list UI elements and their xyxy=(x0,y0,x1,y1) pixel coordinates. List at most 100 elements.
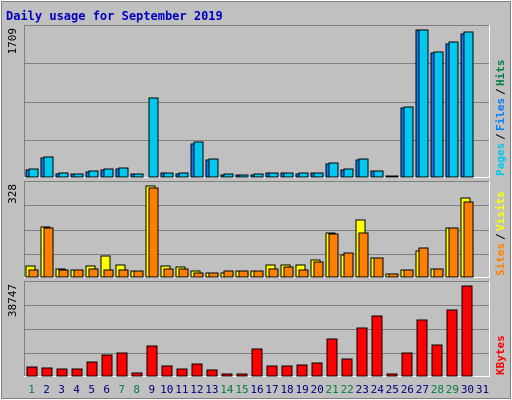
bar-kbytes-day-24 xyxy=(371,315,383,377)
x-tick-label: 12 xyxy=(190,383,203,396)
x-tick-label: 24 xyxy=(371,383,385,396)
legend-label-sites: Sites xyxy=(494,243,507,276)
legend-label-files: Files xyxy=(494,98,507,131)
bar-sites-day-30 xyxy=(463,201,474,278)
bar-kbytes-day-2 xyxy=(41,367,53,377)
bar-files-day-5 xyxy=(88,170,99,178)
bar-kbytes-day-7 xyxy=(116,352,128,377)
x-tick-label: 28 xyxy=(431,383,444,396)
x-tick-label: 13 xyxy=(205,383,218,396)
bar-files-day-28 xyxy=(433,51,444,178)
x-tick-label: 10 xyxy=(160,383,173,396)
x-tick-label: 15 xyxy=(235,383,248,396)
bar-kbytes-day-12 xyxy=(191,363,203,377)
bar-files-day-27 xyxy=(418,29,429,178)
x-tick-label: 25 xyxy=(386,383,399,396)
bar-files-day-23 xyxy=(358,158,369,178)
bar-kbytes-day-17 xyxy=(266,365,278,377)
bar-kbytes-day-29 xyxy=(446,309,458,377)
bar-files-day-18 xyxy=(283,172,294,178)
bar-files-day-6 xyxy=(103,168,114,178)
bar-kbytes-day-20 xyxy=(311,362,323,377)
x-tick-label: 9 xyxy=(148,383,155,396)
bar-sites-day-11 xyxy=(178,268,189,278)
bar-files-day-10 xyxy=(163,172,174,178)
bar-files-day-7 xyxy=(118,167,129,178)
bar-kbytes-day-11 xyxy=(176,368,188,377)
x-tick-label: 7 xyxy=(118,383,125,396)
panel-sites: 328 Sites / Visits xyxy=(6,181,507,278)
legend-separator: / xyxy=(494,233,507,240)
x-tick-label: 17 xyxy=(265,383,278,396)
x-tick-label: 30 xyxy=(461,383,474,396)
bar-sites-day-14 xyxy=(223,270,234,278)
bar-kbytes-day-25 xyxy=(386,373,398,377)
x-tick-label: 31 xyxy=(476,383,489,396)
bar-files-day-22 xyxy=(343,168,354,178)
bar-files-day-14 xyxy=(223,173,234,178)
bar-files-day-20 xyxy=(313,172,324,178)
x-tick-label: 5 xyxy=(88,383,95,396)
chart-title: Daily usage for September 2019 xyxy=(6,9,223,23)
bar-sites-day-19 xyxy=(298,269,309,278)
x-tick-label: 4 xyxy=(73,383,80,396)
bar-sites-day-23 xyxy=(358,232,369,278)
bar-kbytes-day-23 xyxy=(356,327,368,377)
legend-label-pages: Pages xyxy=(494,143,507,176)
bar-files-day-15 xyxy=(238,174,249,178)
bar-files-day-21 xyxy=(328,162,339,178)
bar-kbytes-day-21 xyxy=(326,338,338,377)
bar-files-day-4 xyxy=(73,173,84,178)
bar-sites-day-18 xyxy=(283,266,294,278)
x-tick-label: 19 xyxy=(295,383,308,396)
bar-files-day-9 xyxy=(148,97,159,178)
x-tick-label: 2 xyxy=(43,383,50,396)
bar-sites-day-10 xyxy=(163,268,174,278)
bar-kbytes-day-3 xyxy=(56,368,68,377)
bar-sites-day-20 xyxy=(313,261,324,278)
bar-sites-day-7 xyxy=(118,269,129,278)
bar-sites-day-8 xyxy=(133,270,144,278)
bar-kbytes-day-28 xyxy=(431,344,443,377)
x-tick-label: 23 xyxy=(356,383,369,396)
bar-files-day-12 xyxy=(193,141,204,178)
bar-kbytes-day-8 xyxy=(131,372,143,377)
bar-kbytes-day-6 xyxy=(101,354,113,377)
legend-label-hits: Hits xyxy=(494,60,507,87)
legend-separator: / xyxy=(494,88,507,95)
bar-kbytes-day-1 xyxy=(26,366,38,377)
legend-separator: / xyxy=(494,133,507,140)
x-tick-label: 20 xyxy=(311,383,324,396)
bar-files-day-19 xyxy=(298,172,309,178)
bar-kbytes-day-10 xyxy=(161,365,173,377)
chart-panels: 1709Pages/Files/Hits328Sites/Visits38747… xyxy=(6,25,507,377)
bar-files-day-29 xyxy=(448,41,459,178)
bar-files-day-2 xyxy=(43,156,54,178)
x-tick-label: 3 xyxy=(58,383,65,396)
bar-sites-day-4 xyxy=(73,269,84,278)
bar-kbytes-day-14 xyxy=(221,373,233,377)
x-tick-label: 26 xyxy=(401,383,414,396)
bar-sites-day-22 xyxy=(343,252,354,278)
x-tick-label: 16 xyxy=(250,383,263,396)
bar-kbytes-day-26 xyxy=(401,352,413,377)
bar-sites-day-15 xyxy=(238,270,249,278)
bar-files-day-30 xyxy=(463,31,474,178)
x-tick-label: 8 xyxy=(133,383,140,396)
x-tick-label: 29 xyxy=(446,383,459,396)
bar-sites-day-17 xyxy=(268,268,279,278)
bar-files-day-16 xyxy=(253,173,264,178)
x-tick-label: 18 xyxy=(280,383,293,396)
bar-sites-day-2 xyxy=(43,227,54,278)
x-tick-label: 6 xyxy=(103,383,110,396)
bar-sites-day-28 xyxy=(433,268,444,278)
bar-files-day-13 xyxy=(208,158,219,178)
bar-kbytes-day-27 xyxy=(416,319,428,377)
x-axis-labels: 1 2 3 4 5 6 7 8 9 10 11 12 13 14 15 16 17 18 19 20 21 22 23 24 2… xyxy=(28,383,489,396)
bar-files-day-1 xyxy=(28,168,39,178)
bar-sites-day-29 xyxy=(448,227,459,278)
